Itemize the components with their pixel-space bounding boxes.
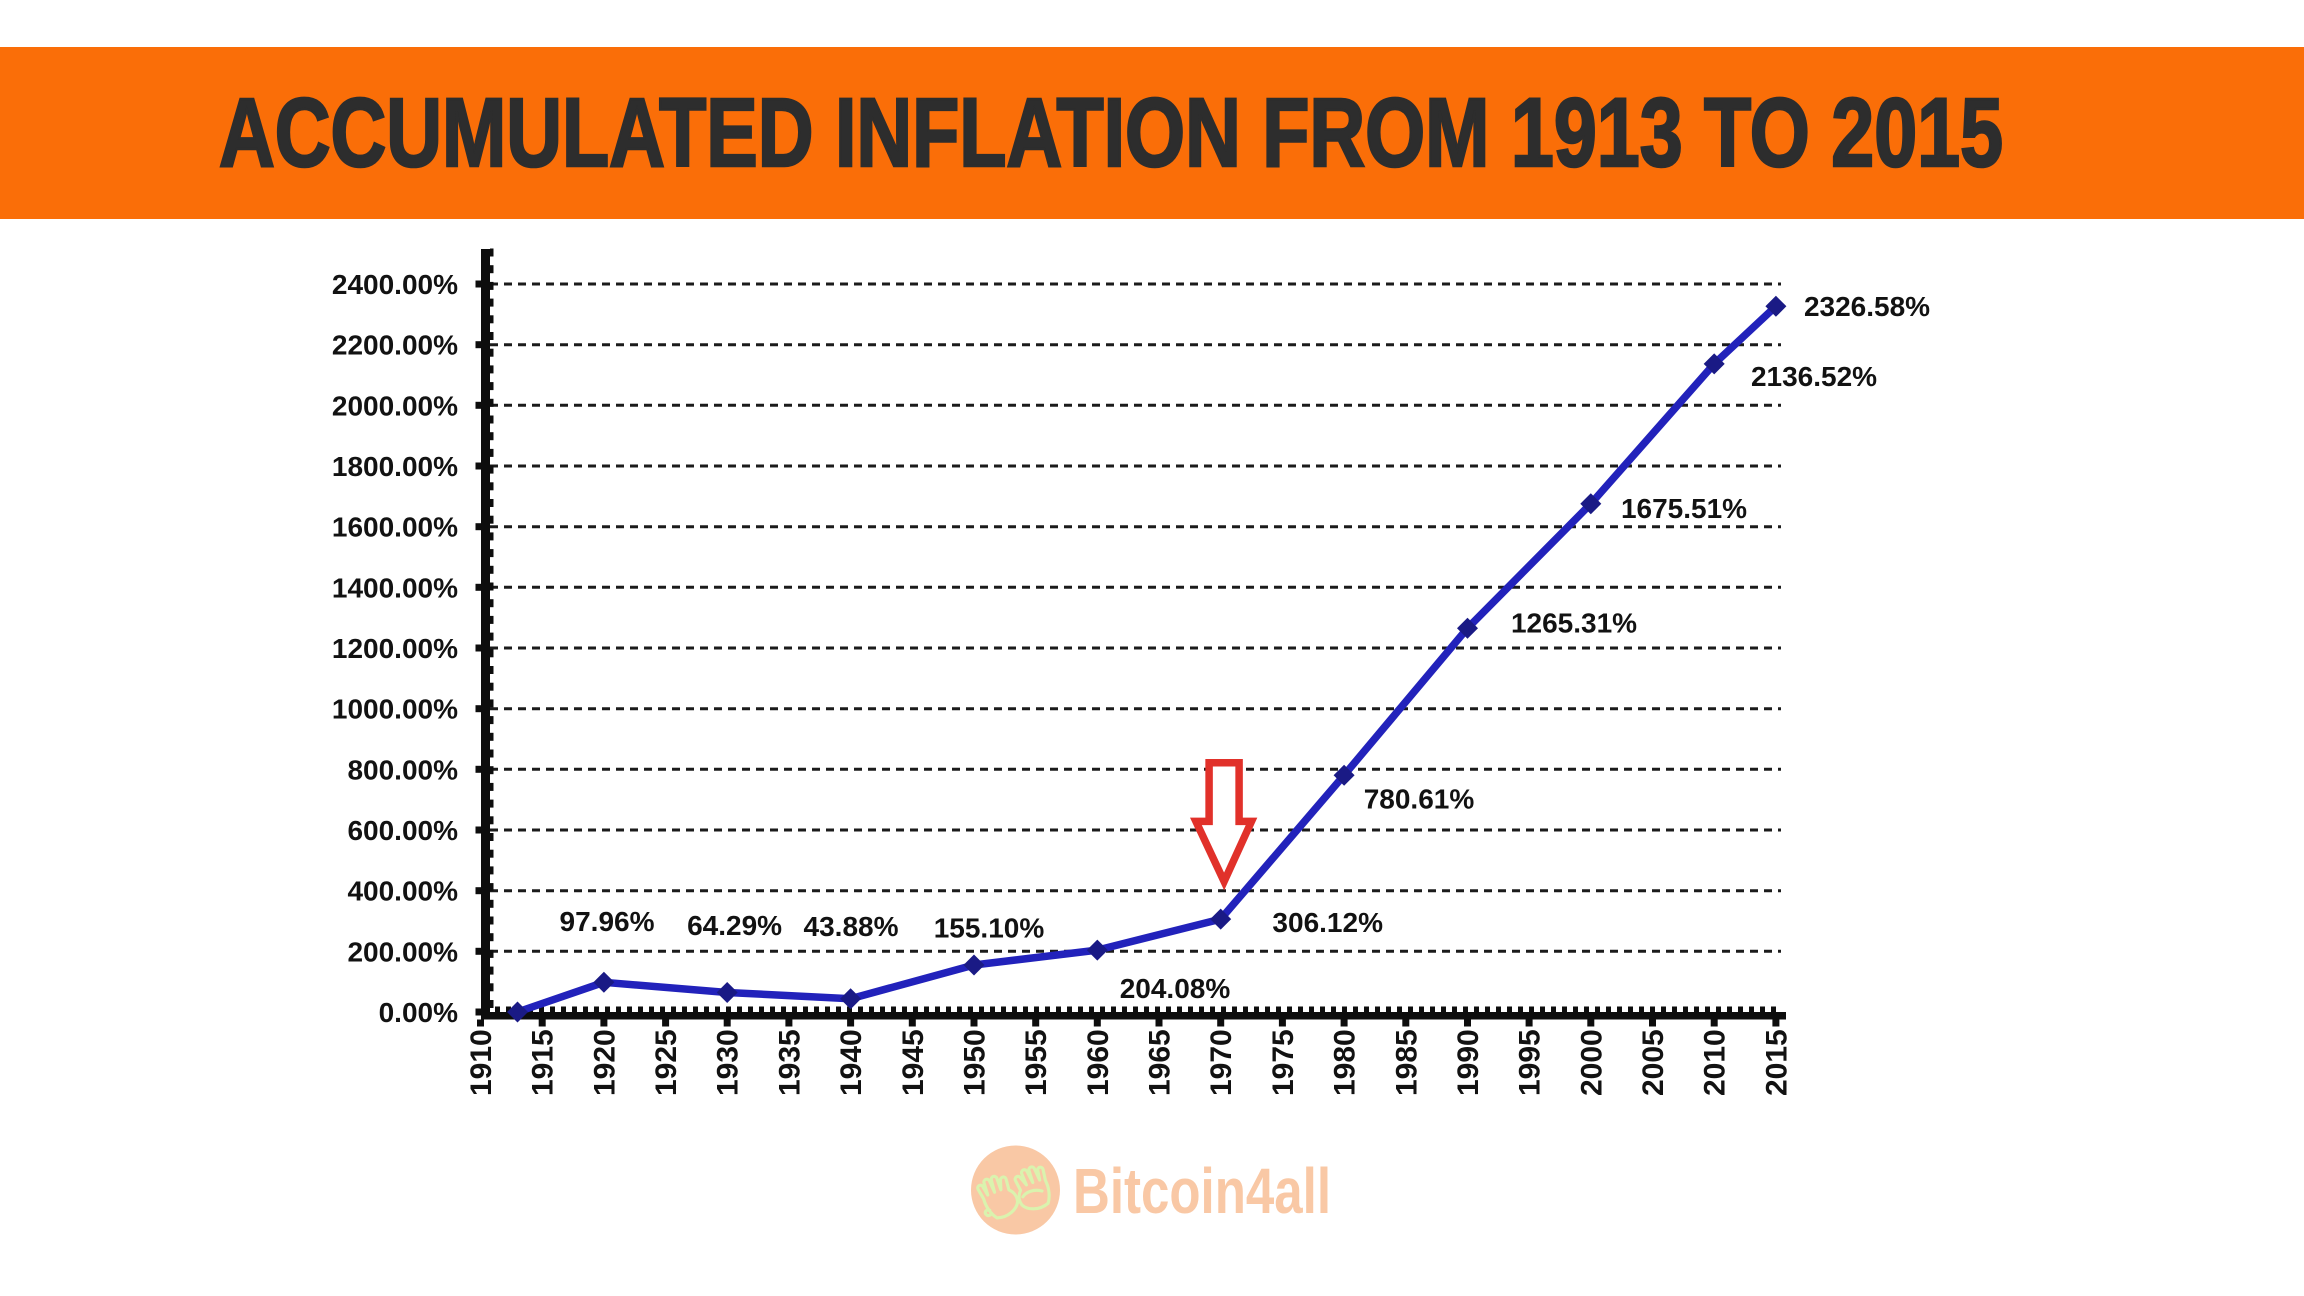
svg-text:1945: 1945 [897, 1029, 930, 1096]
svg-text:2000.00%: 2000.00% [332, 390, 458, 421]
svg-text:1955: 1955 [1020, 1029, 1053, 1096]
svg-text:400.00%: 400.00% [347, 876, 458, 907]
svg-text:1985: 1985 [1390, 1029, 1423, 1096]
svg-text:1915: 1915 [527, 1029, 560, 1096]
svg-text:2326.58%: 2326.58% [1804, 291, 1930, 322]
svg-text:1950: 1950 [959, 1029, 992, 1096]
svg-text:204.08%: 204.08% [1120, 973, 1231, 1004]
svg-text:2200.00%: 2200.00% [332, 330, 458, 361]
svg-text:200.00%: 200.00% [347, 936, 458, 967]
svg-text:800.00%: 800.00% [347, 754, 458, 785]
svg-text:2010: 2010 [1699, 1029, 1732, 1096]
svg-text:1930: 1930 [712, 1029, 745, 1096]
svg-text:1935: 1935 [773, 1029, 806, 1096]
svg-text:2005: 2005 [1637, 1029, 1670, 1096]
svg-text:1995: 1995 [1514, 1029, 1547, 1096]
svg-text:1975: 1975 [1267, 1029, 1300, 1096]
svg-text:1940: 1940 [835, 1029, 868, 1096]
svg-text:1265.31%: 1265.31% [1511, 608, 1637, 639]
svg-text:2000: 2000 [1575, 1029, 1608, 1096]
svg-text:1920: 1920 [588, 1029, 621, 1096]
svg-text:780.61%: 780.61% [1364, 784, 1475, 815]
svg-text:0.00%: 0.00% [379, 997, 458, 1028]
svg-text:1675.51%: 1675.51% [1621, 493, 1747, 524]
svg-text:64.29%: 64.29% [687, 910, 782, 941]
svg-text:97.96%: 97.96% [560, 906, 655, 937]
svg-text:2015: 2015 [1760, 1029, 1793, 1096]
svg-text:1800.00%: 1800.00% [332, 451, 458, 482]
svg-text:Bitcoin4all: Bitcoin4all [1073, 1155, 1331, 1227]
svg-text:1990: 1990 [1452, 1029, 1485, 1096]
svg-text:43.88%: 43.88% [804, 911, 899, 942]
svg-text:2136.52%: 2136.52% [1751, 361, 1877, 392]
svg-text:ACCUMULATED INFLATION FROM 191: ACCUMULATED INFLATION FROM 1913 TO 2015 [219, 78, 2003, 187]
svg-text:155.10%: 155.10% [934, 913, 1045, 944]
svg-text:1200.00%: 1200.00% [332, 633, 458, 664]
svg-text:1400.00%: 1400.00% [332, 572, 458, 603]
svg-text:1925: 1925 [650, 1029, 683, 1096]
svg-text:1960: 1960 [1082, 1029, 1115, 1096]
svg-text:600.00%: 600.00% [347, 815, 458, 846]
svg-text:1980: 1980 [1329, 1029, 1362, 1096]
svg-text:1000.00%: 1000.00% [332, 694, 458, 725]
svg-text:1970: 1970 [1205, 1029, 1238, 1096]
svg-text:1600.00%: 1600.00% [332, 512, 458, 543]
svg-text:2400.00%: 2400.00% [332, 269, 458, 300]
svg-text:306.12%: 306.12% [1272, 907, 1383, 938]
svg-text:1965: 1965 [1144, 1029, 1177, 1096]
svg-text:1910: 1910 [465, 1029, 498, 1096]
